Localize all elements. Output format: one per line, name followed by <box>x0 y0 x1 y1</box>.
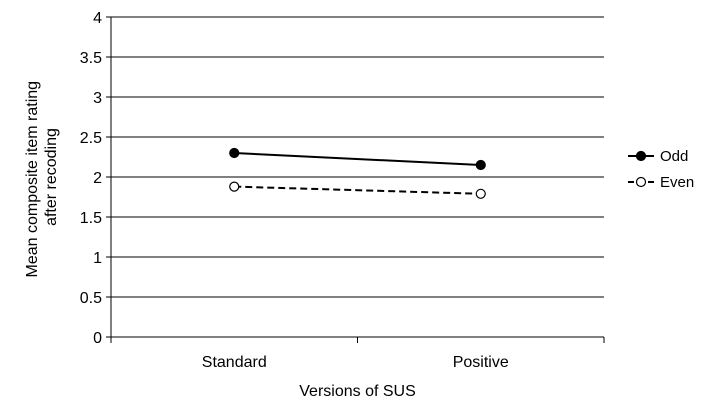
y-axis-title-line-1: Mean composite item rating <box>24 81 41 278</box>
grid-layer <box>111 16 604 298</box>
y-axis-title: Mean composite item rating after recodin… <box>24 77 60 278</box>
y-tick-labels: 0 0.5 1 1.5 2 2.5 3 3.5 4 <box>80 10 111 347</box>
series-layer <box>229 147 486 199</box>
series-even-point-positive <box>475 188 486 199</box>
legend: Odd Even <box>628 148 694 191</box>
x-tick-labels: Standard Positive <box>110 337 605 371</box>
y-tick-label-0: 0 <box>93 330 102 347</box>
series-even-point-standard <box>229 181 240 192</box>
x-tick-label-positive: Positive <box>453 354 509 371</box>
series-odd-line <box>234 152 481 166</box>
y-tick-label-3: 1.5 <box>80 210 102 227</box>
y-axis-title-line-2: after recoding <box>43 128 60 226</box>
series-even-line <box>234 185 481 195</box>
y-tick-label-4: 2 <box>93 170 102 187</box>
y-tick-label-2: 1 <box>93 250 102 267</box>
legend-even-marker <box>635 176 647 188</box>
y-tick-label-5: 2.5 <box>80 130 102 147</box>
legend-odd-label: Odd <box>660 148 688 165</box>
y-tick-label-7: 3.5 <box>80 50 102 67</box>
y-tick-label-1: 0.5 <box>80 290 102 307</box>
series-odd-point-positive <box>475 159 486 171</box>
y-tick-label-6: 3 <box>93 90 102 107</box>
x-tick-label-standard: Standard <box>202 354 267 371</box>
legend-odd-marker <box>635 150 647 162</box>
x-axis-title: Versions of SUS <box>299 383 416 400</box>
y-tick-label-8: 4 <box>93 10 102 27</box>
series-odd-point-standard <box>229 147 240 159</box>
legend-even-label: Even <box>660 174 694 191</box>
